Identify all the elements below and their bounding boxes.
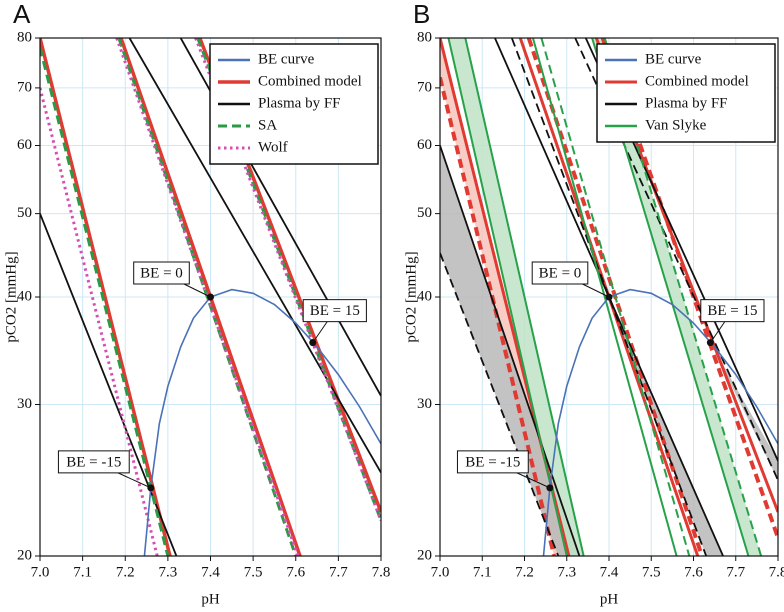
legend-label: Wolf: [258, 139, 288, 155]
band: [448, 38, 584, 556]
annotation-label: BE = 15: [310, 303, 360, 319]
annotation-label: BE = -15: [465, 454, 520, 470]
y-tick-label: 40: [17, 288, 32, 304]
legend-label: BE curve: [645, 51, 702, 67]
x-tick-label: 7.4: [201, 564, 220, 580]
x-tick-label: 7.1: [473, 564, 492, 580]
annotation-point: [706, 339, 714, 347]
legend-label: SA: [258, 117, 277, 133]
series-line: [464, 38, 585, 556]
x-tick-label: 7.2: [515, 564, 534, 580]
y-tick-label: 50: [17, 205, 32, 221]
x-tick-label: 7.3: [159, 564, 178, 580]
y-tick-label: 50: [417, 205, 432, 221]
annotation-box: [531, 261, 589, 285]
annotation-label: BE = -15: [66, 454, 121, 470]
x-tick-label: 7.7: [329, 564, 348, 580]
legend-label: BE curve: [258, 51, 315, 67]
annotation-point: [207, 293, 214, 301]
x-tick-label: 7.4: [600, 564, 619, 580]
series-line: [531, 38, 678, 556]
x-tick-label: 7.5: [244, 564, 263, 580]
y-tick-label: 30: [417, 396, 432, 412]
x-tick-label: 7.8: [372, 564, 391, 580]
x-tick-label: 7.6: [286, 564, 305, 580]
annotation-point: [147, 484, 155, 492]
x-tick-label: 7.7: [726, 564, 745, 580]
x-axis-label: pH: [600, 591, 619, 607]
y-tick-label: 70: [17, 79, 32, 95]
series-line: [540, 38, 691, 556]
annotation-label: BE = 15: [707, 303, 757, 319]
x-axis-label: pH: [201, 591, 220, 607]
legend-label: Van Slyke: [645, 117, 707, 133]
x-tick-label: 7.6: [684, 564, 703, 580]
x-tick-label: 7.0: [31, 564, 50, 580]
annotation-label: BE = 0: [140, 265, 183, 281]
annotation-box: [700, 299, 765, 323]
series-line: [40, 38, 172, 556]
series-line: [542, 288, 778, 556]
y-tick-label: 60: [17, 137, 32, 153]
x-tick-label: 7.1: [73, 564, 92, 580]
series-line: [128, 38, 381, 474]
annotation-label: BE = 0: [539, 265, 582, 281]
series-line: [440, 76, 557, 556]
annotation-point: [605, 293, 613, 301]
legend-label: Plasma by FF: [645, 95, 728, 111]
x-tick-label: 7.0: [431, 564, 450, 580]
annotation-box: [57, 450, 130, 474]
plot-frame: [439, 37, 779, 557]
x-tick-label: 7.8: [769, 564, 784, 580]
series-line: [440, 252, 560, 556]
y-tick-label: 20: [17, 547, 32, 563]
annotation-point: [546, 484, 554, 492]
y-tick-label: 80: [417, 29, 432, 45]
y-tick-label: 60: [417, 137, 432, 153]
x-tick-label: 7.3: [557, 564, 576, 580]
y-axis-label: pCO2 [mmHg]: [403, 251, 419, 342]
y-tick-label: 40: [417, 288, 432, 304]
legend-label: Combined model: [258, 73, 362, 89]
y-tick-label: 80: [17, 29, 32, 45]
y-tick-label: 70: [417, 79, 432, 95]
panel-title: A: [13, 0, 31, 29]
annotation-box: [456, 450, 529, 474]
x-tick-label: 7.2: [116, 564, 135, 580]
series-line: [40, 87, 159, 556]
series-line: [574, 38, 778, 481]
legend-label: Combined model: [645, 73, 749, 89]
annotation-box: [133, 261, 190, 285]
series-line: [40, 47, 170, 556]
series-line: [115, 38, 300, 556]
y-axis-label: pCO2 [mmHg]: [3, 251, 19, 342]
series-line: [510, 38, 708, 556]
annotation-box: [302, 299, 367, 323]
x-tick-label: 7.5: [642, 564, 661, 580]
plot-frame: [39, 37, 382, 557]
series-line: [143, 288, 381, 556]
legend-label: Plasma by FF: [258, 95, 341, 111]
y-tick-label: 20: [417, 547, 432, 563]
annotation-point: [309, 339, 317, 347]
series-line: [440, 145, 581, 556]
panel-title: B: [413, 0, 430, 29]
series-line: [447, 38, 568, 556]
y-tick-label: 30: [17, 396, 32, 412]
